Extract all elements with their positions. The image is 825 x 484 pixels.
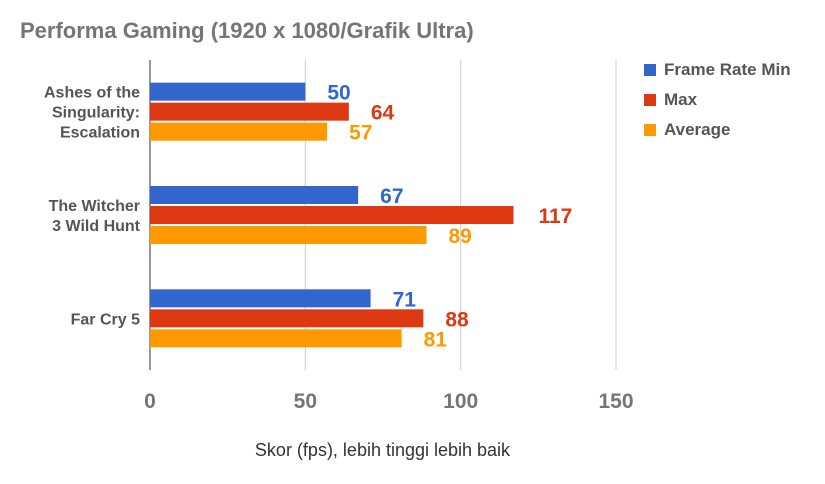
legend-swatch <box>644 124 656 136</box>
data-label: 71 <box>393 288 417 311</box>
legend-item-min: Frame Rate Min <box>644 60 791 80</box>
x-tick-label: 150 <box>598 390 633 413</box>
legend-label: Max <box>664 90 698 109</box>
bar <box>150 82 306 101</box>
bar <box>150 206 514 224</box>
bar <box>150 102 349 121</box>
data-label: 67 <box>380 185 403 208</box>
y-tick-label: Singularity: <box>52 105 140 122</box>
y-tick-label: Far Cry 5 <box>71 311 140 328</box>
data-label: 64 <box>371 102 395 125</box>
data-label: 50 <box>327 82 350 105</box>
legend-swatch <box>644 64 656 76</box>
legend-item-average: Average <box>644 120 730 140</box>
bar <box>150 289 371 308</box>
legend-label: Frame Rate Min <box>664 60 791 79</box>
data-label: 88 <box>445 308 469 331</box>
legend-swatch <box>644 94 656 106</box>
chart-title: Performa Gaming (1920 x 1080/Grafik Ultr… <box>20 18 474 43</box>
legend-label: Average <box>664 120 731 139</box>
data-label: 117 <box>538 205 572 228</box>
x-tick-label: 100 <box>443 390 478 413</box>
y-tick-label: Ashes of the <box>44 85 140 102</box>
bar <box>150 329 402 348</box>
data-label: 57 <box>349 122 372 145</box>
bar <box>150 226 427 244</box>
data-label: 81 <box>424 328 448 351</box>
x-tick-label: 0 <box>144 390 156 413</box>
x-axis-label: Skor (fps), lebih tinggi lebih baik <box>254 440 511 460</box>
bar <box>150 309 424 328</box>
y-tick-label: Escalation <box>60 125 140 142</box>
data-label: 89 <box>448 225 471 248</box>
legend-item-max: Max <box>644 90 697 110</box>
x-tick-label: 50 <box>294 390 317 413</box>
y-tick-label: The Witcher <box>49 198 140 215</box>
y-tick-label: 3 Wild Hunt <box>52 218 141 235</box>
bar <box>150 186 359 204</box>
bar <box>150 122 328 141</box>
